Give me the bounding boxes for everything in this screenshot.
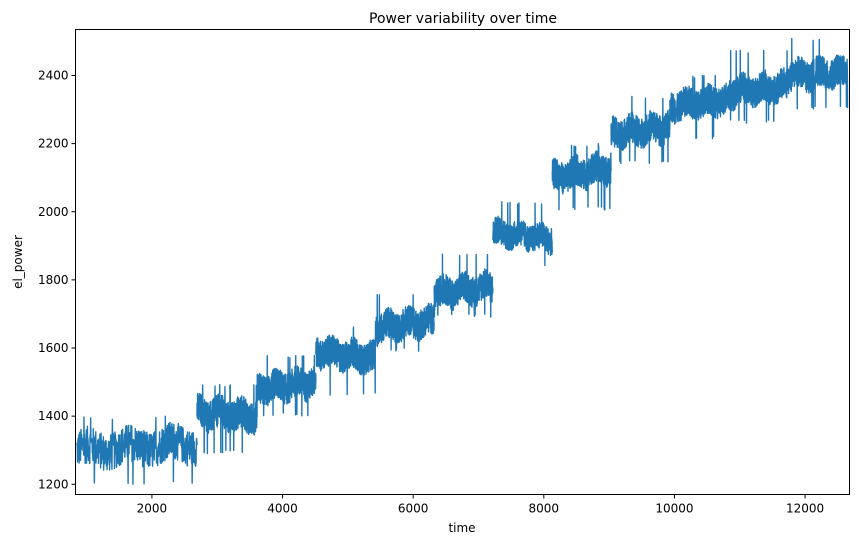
x-tick-label: 4000 [267,502,298,516]
series-layer [76,37,849,485]
series-segment-11 [728,49,789,124]
y-tick-label: 1600 [38,341,69,355]
x-tick-label: 2000 [137,502,168,516]
series-segment-7 [492,201,554,267]
y-tick-label: 2200 [38,137,69,151]
x-tick-label: 12000 [786,502,824,516]
y-tick-label: 1200 [38,477,69,491]
y-tick-label: 2000 [38,205,69,219]
series-segment-4 [315,326,376,396]
series-segment-3 [256,354,317,417]
x-axis-label: time [448,521,475,535]
series-segment-9 [610,95,671,165]
x-axis: 2000 4000 6000 8000 10000 12000 [137,494,824,516]
y-tick-label: 1800 [38,273,69,287]
series-segment-1 [76,415,198,485]
series-segment-6 [433,253,494,318]
series-segment-2 [196,384,258,455]
series-segment-8 [551,142,612,211]
x-tick-label: 8000 [529,502,560,516]
x-tick-label: 10000 [655,502,693,516]
x-tick-label: 6000 [398,502,429,516]
y-tick-label: 1400 [38,409,69,423]
series-segment-12 [787,37,849,110]
y-axis: 1200 1400 1600 1800 2000 2200 2400 [38,68,76,491]
series-segment-10 [669,74,731,140]
chart-title: Power variability over time [369,11,557,27]
y-tick-label: 2400 [38,68,69,82]
series-segment-5 [374,293,435,352]
y-axis-label: el_power [11,235,25,289]
plot-frame [75,29,850,495]
